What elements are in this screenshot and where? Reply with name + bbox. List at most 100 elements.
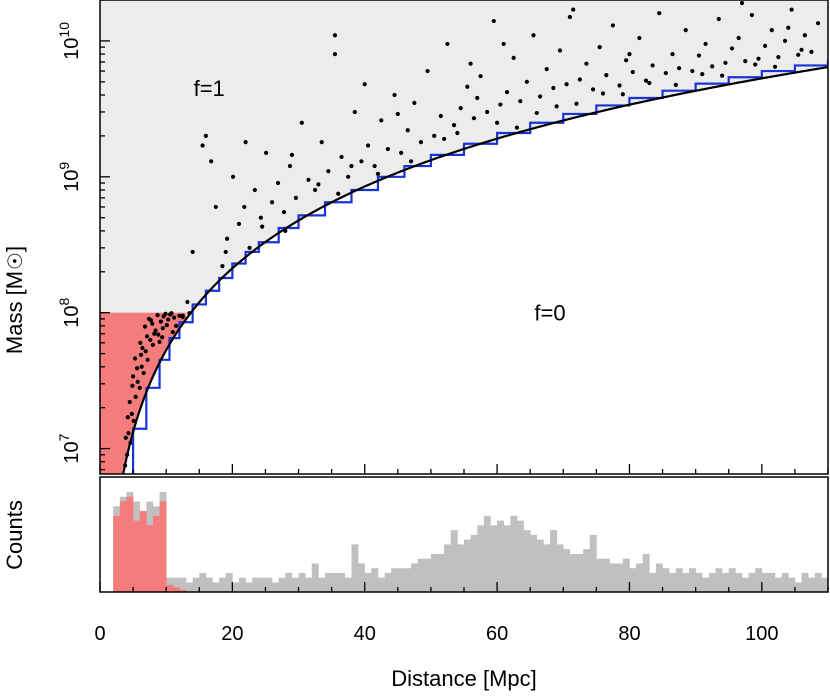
data-point <box>316 182 321 187</box>
data-point <box>352 109 357 115</box>
histogram-bar <box>728 568 736 592</box>
histogram-bar <box>602 558 610 592</box>
y-axis-title-text: Mass [M <box>2 271 27 354</box>
histogram-bar <box>318 577 326 592</box>
data-point <box>135 379 140 384</box>
data-point <box>236 221 242 227</box>
histogram-bar <box>543 544 551 592</box>
data-point <box>676 66 682 71</box>
y-tick-base: 10 <box>61 38 83 60</box>
data-point <box>458 106 463 111</box>
data-point <box>782 38 788 44</box>
data-point <box>739 0 745 6</box>
histogram-bar <box>179 577 187 592</box>
histogram-bar <box>225 572 233 592</box>
data-point <box>683 28 688 33</box>
histogram-bar <box>516 520 524 592</box>
data-point <box>365 143 371 148</box>
histogram-bar-low-mass <box>159 501 167 592</box>
x-tick-label: 0 <box>94 623 105 645</box>
histogram-bar-low-mass <box>139 511 147 592</box>
data-point <box>153 328 158 333</box>
data-point <box>789 7 794 12</box>
data-point <box>150 342 156 347</box>
data-point <box>190 249 195 255</box>
data-point <box>155 313 160 318</box>
histogram-bar <box>636 563 643 592</box>
histogram-bar <box>583 549 591 592</box>
y-tick-exponent: 9 <box>56 162 72 170</box>
histogram-bar-low-mass <box>179 589 187 592</box>
data-point <box>524 79 529 84</box>
y-tick-label: 1010 <box>56 22 83 60</box>
data-point <box>538 94 543 99</box>
histogram-bar <box>708 572 716 592</box>
data-point <box>252 187 257 193</box>
data-point <box>148 318 154 323</box>
histogram-bar <box>424 558 432 592</box>
histogram-bar <box>801 572 809 592</box>
histogram-bar <box>470 534 478 592</box>
histogram-bar <box>278 577 286 592</box>
data-point <box>809 49 814 55</box>
data-point <box>597 45 602 50</box>
data-point <box>485 109 490 115</box>
histogram-bar <box>219 577 227 592</box>
data-point <box>554 104 559 109</box>
histogram-bar-low-mass <box>172 587 180 592</box>
y-tick-exponent: 10 <box>56 22 72 38</box>
histogram-bar <box>291 577 299 592</box>
data-point <box>478 74 483 79</box>
histogram-bar <box>285 572 293 592</box>
x-tick-label: 20 <box>221 623 243 645</box>
data-point <box>432 133 437 138</box>
histogram-bar <box>689 568 696 592</box>
histogram-bar <box>503 525 511 592</box>
histogram-bar <box>536 539 544 592</box>
region-label-f1: f=1 <box>194 76 225 101</box>
data-point <box>776 55 781 60</box>
data-point <box>130 383 135 388</box>
data-point <box>438 113 443 119</box>
data-point <box>557 48 563 53</box>
histogram-bar <box>391 568 399 592</box>
data-point <box>425 68 430 74</box>
histogram-bar <box>655 563 663 592</box>
data-point <box>336 191 341 196</box>
data-point <box>643 78 649 83</box>
data-point <box>170 329 175 335</box>
data-point <box>247 245 252 250</box>
data-point <box>158 319 163 324</box>
data-point <box>799 47 804 52</box>
data-point <box>299 120 304 125</box>
region-label-f0: f=0 <box>534 301 565 326</box>
data-point <box>729 46 735 51</box>
data-point <box>213 204 218 210</box>
data-point <box>375 171 381 177</box>
data-point <box>673 82 678 87</box>
data-point <box>475 95 480 101</box>
data-point <box>141 370 146 376</box>
histogram-bar <box>245 582 253 592</box>
data-point <box>264 150 269 155</box>
histogram-bar <box>232 582 240 592</box>
data-point <box>663 70 668 76</box>
histogram-low-mass-bars <box>113 496 187 592</box>
data-point <box>468 61 473 66</box>
data-point <box>627 51 632 57</box>
data-point <box>624 58 629 63</box>
data-point <box>269 200 275 205</box>
data-point <box>710 64 715 69</box>
histogram-bar <box>523 530 531 592</box>
data-point <box>531 33 536 38</box>
data-point <box>445 41 450 47</box>
histogram-bar-low-mass <box>166 584 174 592</box>
data-point <box>275 180 281 186</box>
data-point <box>138 352 144 357</box>
data-point <box>736 35 741 41</box>
data-point <box>150 321 155 326</box>
histogram-bar <box>622 558 630 592</box>
histogram-bar <box>775 577 782 592</box>
